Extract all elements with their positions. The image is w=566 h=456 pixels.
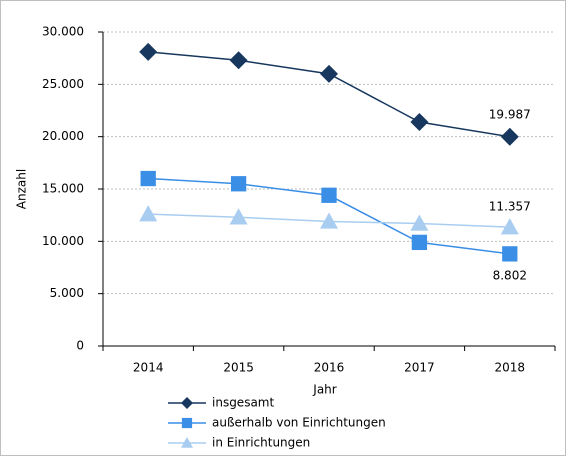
marker [230, 176, 247, 192]
marker [181, 437, 193, 448]
series-line [148, 51, 510, 138]
marker [500, 127, 519, 146]
marker [229, 51, 248, 70]
marker [320, 212, 338, 229]
data-label: 11.357 [489, 200, 531, 214]
legend-label: außerhalb von Einrichtungen [212, 416, 386, 430]
y-tick-label: 30.000 [42, 25, 84, 39]
marker [321, 187, 337, 203]
data-label: 19.987 [489, 107, 531, 121]
marker [502, 246, 518, 262]
legend-label: in Einrichtungen [212, 436, 310, 450]
x-tick-label: 2015 [223, 361, 254, 375]
x-tick-label: 2017 [404, 361, 435, 375]
y-tick-label: 25.000 [42, 77, 84, 91]
marker [181, 417, 193, 429]
data-label: 8.802 [493, 268, 527, 282]
marker [500, 218, 519, 235]
y-tick-label: 10.000 [42, 234, 84, 248]
legend-label: insgesamt [212, 396, 274, 410]
x-axis-label: Jahr [312, 383, 336, 397]
y-tick-label: 0 [76, 339, 84, 353]
marker [229, 208, 248, 225]
y-tick-label: 5.000 [50, 286, 84, 300]
y-axis-label: Anzahl [15, 169, 29, 209]
y-tick-label: 20.000 [42, 129, 84, 143]
marker [139, 205, 158, 222]
y-tick-label: 15.000 [42, 182, 84, 196]
marker [140, 170, 156, 187]
marker [410, 214, 429, 231]
x-tick-label: 2016 [314, 361, 345, 375]
marker [411, 234, 428, 251]
marker [181, 397, 193, 409]
marker [139, 42, 158, 61]
marker [410, 113, 429, 132]
marker [320, 64, 338, 83]
x-tick-label: 2014 [133, 361, 164, 375]
x-tick-label: 2018 [495, 361, 526, 375]
